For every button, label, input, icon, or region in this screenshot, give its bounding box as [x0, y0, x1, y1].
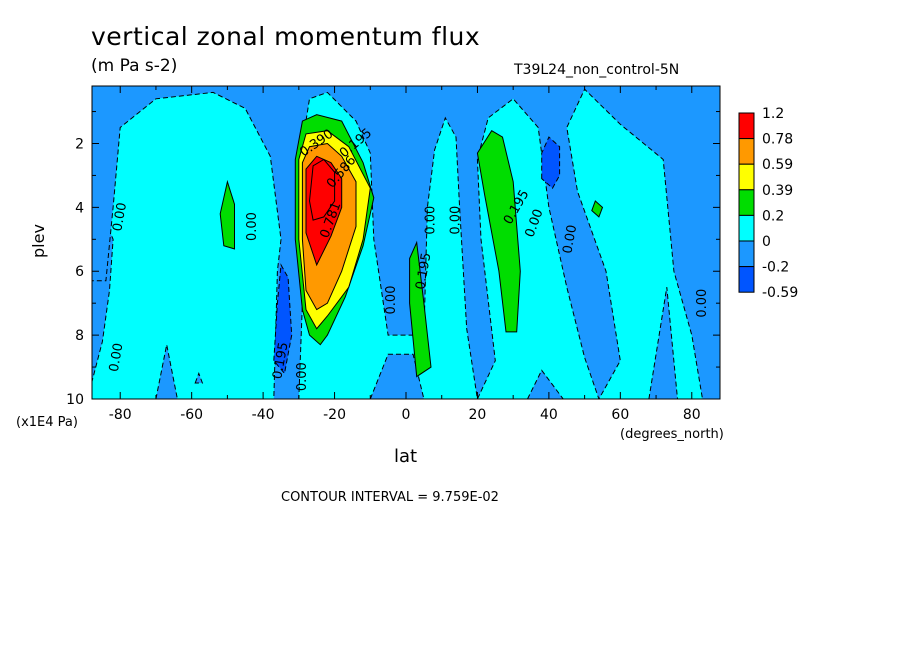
colorbar-swatch: [738, 240, 755, 268]
contour-region: [409, 240, 432, 378]
x-tick-label: 40: [540, 407, 558, 423]
colorbar-swatch: [738, 266, 755, 293]
contour-label: 0.00: [560, 224, 580, 255]
contour-region: [591, 200, 604, 218]
x-tick-label: -60: [180, 407, 203, 423]
contour-label: 0.00: [295, 362, 310, 391]
contour-region: [369, 353, 425, 399]
x-tick-label: -80: [109, 407, 132, 423]
x-axis-units: (degrees_north): [620, 427, 724, 442]
contour-interval: CONTOUR INTERVAL = 9.759E-02: [281, 490, 499, 505]
contour-region: [92, 86, 720, 399]
colorbar-swatch: [738, 163, 755, 191]
x-axis-label: lat: [394, 446, 418, 467]
colorbar-label: 0.39: [762, 183, 793, 199]
y-axis-units: (x1E4 Pa): [16, 415, 78, 430]
x-tick-label: 60: [611, 407, 629, 423]
colorbar-swatch: [738, 138, 755, 165]
x-tick-label: 0: [402, 407, 411, 423]
contour-label: 0.00: [384, 286, 399, 315]
colorbar-label: 0: [762, 234, 771, 250]
y-tick-label: 2: [75, 136, 84, 152]
colorbar-swatch: [738, 189, 755, 216]
contour-region: [155, 344, 178, 399]
y-tick-label: 10: [66, 392, 84, 408]
dataset-name: T39L24_non_control-5N: [514, 62, 680, 78]
colorbar-label: 0.59: [762, 157, 793, 173]
contour-region: [194, 371, 204, 384]
chart-title: vertical zonal momentum flux: [91, 22, 481, 51]
x-tick-label: -20: [323, 407, 346, 423]
colorbar: 1.2 0.78 0.59 0.39 0.2 0 -0.2 -0.59: [738, 106, 798, 301]
contour-label: 0.00: [110, 201, 130, 232]
colorbar-label: 0.78: [762, 132, 793, 148]
colorbar-label: 1.2: [762, 106, 784, 122]
y-tick-label: 4: [75, 200, 84, 216]
contour-region: [308, 158, 336, 221]
contour-region: [273, 263, 293, 375]
y-tick-label: 8: [75, 328, 84, 344]
y-tick-label: 6: [75, 264, 84, 280]
contour-label: 0.195: [270, 341, 291, 380]
contour-label: 0.00: [449, 206, 464, 235]
contour-region: [526, 369, 564, 399]
colorbar-swatch: [738, 214, 755, 242]
contour-label: 0.00: [424, 206, 439, 235]
colorbar-swatch: [738, 112, 755, 140]
colorbar-label: -0.59: [762, 285, 798, 301]
x-tick-label: 80: [683, 407, 701, 423]
contour-label: 0.00: [107, 342, 127, 373]
contour-label: 0.00: [245, 212, 260, 241]
contour-label: 0.00: [695, 289, 710, 318]
colorbar-label: -0.2: [762, 260, 789, 276]
colorbar-label: 0.2: [762, 208, 784, 224]
contour-region: [541, 136, 561, 189]
chart-units: (m Pa s-2): [91, 56, 178, 76]
x-tick-label: 20: [469, 407, 487, 423]
contour-region: [648, 287, 679, 399]
contour-region: [219, 179, 235, 250]
axes: -80 -60 -40 -20 0 20 40 60 80 2 4 6 8 10: [66, 86, 720, 423]
x-tick-label: -40: [252, 407, 275, 423]
contour-region: [476, 130, 521, 333]
contour-label: 0.195: [413, 252, 434, 291]
filled-contours: [92, 86, 720, 399]
